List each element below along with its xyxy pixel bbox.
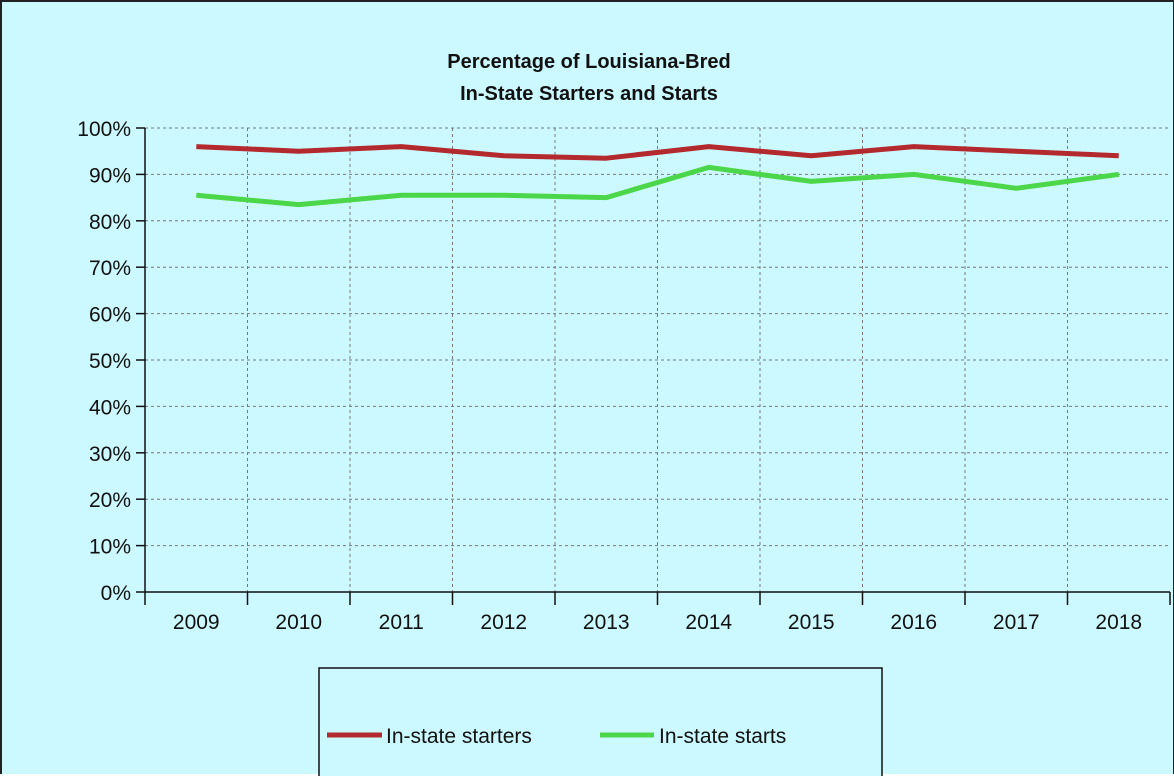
axes <box>136 127 1171 605</box>
x-tick-label: 2018 <box>1095 611 1142 634</box>
x-tick-label: 2016 <box>890 611 937 634</box>
y-tick-label: 10% <box>89 536 131 559</box>
y-tick-label: 90% <box>89 164 131 187</box>
y-tick-label: 100% <box>77 118 131 141</box>
x-tick-label: 2014 <box>685 611 732 634</box>
y-tick-label: 30% <box>89 443 131 466</box>
x-tick-labels: 2009 2010 2011 2012 2013 2014 2015 2016 2017 2018 <box>173 611 1142 634</box>
y-tick-labels: 0% 10% 20% 30% 40% 50% 60% 70% 80% 90% 100% <box>77 118 131 605</box>
y-tick-label: 80% <box>89 211 131 234</box>
legend-label-2: In-state starts <box>659 725 786 748</box>
legend: In-state starters In-state starts <box>318 667 883 776</box>
x-tick-label: 2010 <box>275 611 322 634</box>
x-tick-label: 2017 <box>993 611 1040 634</box>
chart-title: Percentage of Louisiana-Bred <box>447 51 730 73</box>
series-lines <box>196 144 1120 208</box>
x-tick-label: 2012 <box>480 611 527 634</box>
legend-box <box>318 667 883 776</box>
y-tick-label: 50% <box>89 350 131 373</box>
series-line-1 <box>196 144 1119 161</box>
x-tick-label: 2015 <box>788 611 835 634</box>
series-line-2 <box>196 164 1120 208</box>
y-tick-label: 0% <box>101 582 131 605</box>
x-tick-label: 2013 <box>583 611 630 634</box>
y-tick-label: 70% <box>89 257 131 280</box>
chart-subtitle: In-State Starters and Starts <box>460 83 718 105</box>
x-tick-label: 2009 <box>173 611 220 634</box>
y-tick-label: 60% <box>89 304 131 327</box>
grid-lines <box>145 127 1170 592</box>
x-tick-label: 2011 <box>379 611 424 634</box>
legend-label-1: In-state starters <box>386 725 532 748</box>
y-tick-label: 20% <box>89 489 131 512</box>
y-tick-label: 40% <box>89 396 131 419</box>
